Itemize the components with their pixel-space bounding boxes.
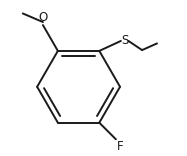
- Text: S: S: [122, 34, 129, 47]
- Text: F: F: [117, 140, 123, 153]
- Text: O: O: [38, 11, 47, 24]
